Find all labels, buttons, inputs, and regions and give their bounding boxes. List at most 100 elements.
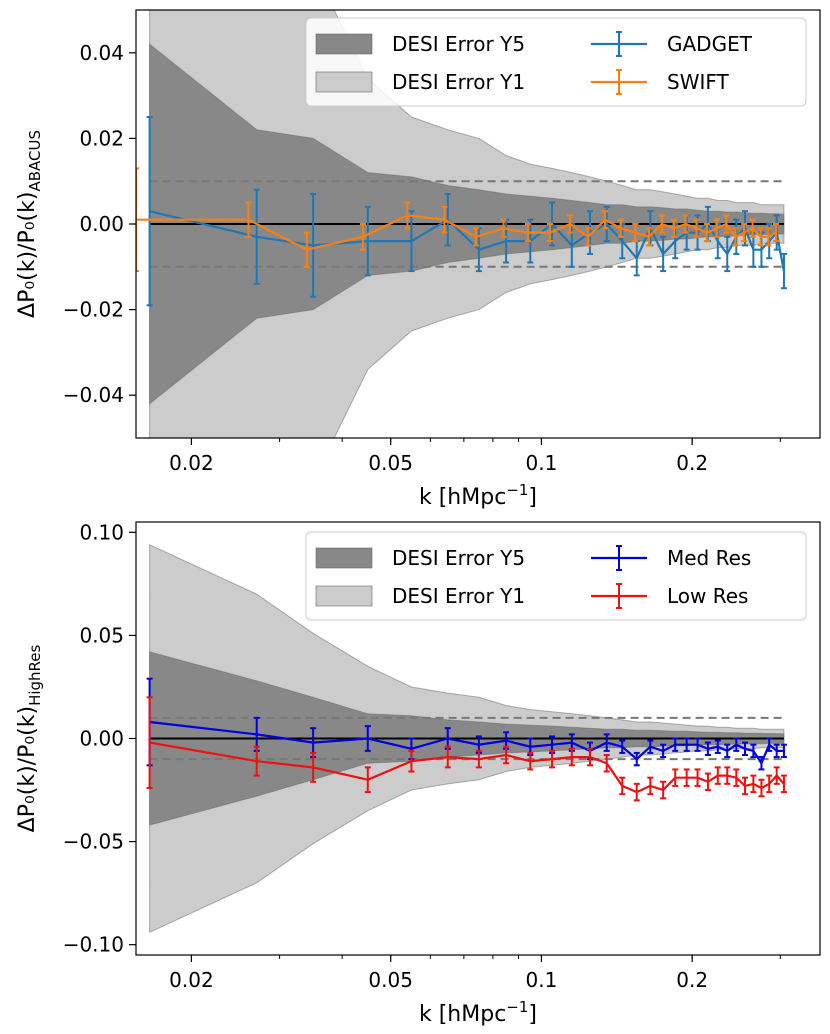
- y-tick-label: −0.10: [63, 933, 124, 957]
- series-line: [149, 741, 785, 794]
- errorbar: [742, 741, 749, 756]
- errorbar: [733, 737, 740, 752]
- x-axis-label-main: k [hMpc: [419, 485, 506, 510]
- y-axis-label: ΔP₀(k)/P₀(k)HighRes: [15, 644, 44, 832]
- errorbar: [765, 227, 772, 247]
- errorbar: [146, 696, 153, 789]
- y-axis-label-main: ΔP₀(k)/P₀(k): [15, 706, 40, 832]
- y-axis-label-sub: HighRes: [26, 644, 44, 705]
- errorbar: [672, 768, 679, 787]
- errorbar: [694, 214, 701, 251]
- errorbar: [694, 737, 701, 752]
- errorbar: [682, 214, 689, 234]
- panel-bottom: 0.02 0.05 0.1 0.2 0.10 0.05 0.00 −0.05 −0.10 k [h…: [15, 520, 821, 1027]
- errorbar: [146, 116, 153, 307]
- errorbar: [404, 201, 411, 230]
- legend-item: DESI Error Y5: [315, 546, 525, 570]
- errorbar: [660, 780, 667, 800]
- errorbar: [660, 743, 667, 759]
- errorbar: [732, 227, 739, 247]
- errorbar: [408, 210, 415, 273]
- errorbar: [603, 205, 610, 243]
- errorbar: [714, 739, 721, 754]
- x-axis-label-close: ]: [528, 485, 537, 510]
- errorbar: [713, 218, 720, 238]
- errorbar: [772, 223, 779, 243]
- x-axis-label: k [hMpc−1]: [419, 481, 537, 510]
- errorbar: [773, 766, 780, 785]
- errorbar: [632, 223, 639, 243]
- x-tick-label: 0.05: [368, 451, 413, 475]
- errorbar: [253, 188, 260, 285]
- x-axis-label-sup: −1: [506, 481, 528, 499]
- errorbar: [780, 743, 787, 759]
- errorbar: [546, 223, 553, 243]
- legend-label: GADGET: [667, 32, 753, 56]
- errorbar: [723, 214, 730, 234]
- errorbar: [724, 766, 731, 785]
- errorbar: [741, 223, 748, 243]
- series-swift: [136, 167, 779, 273]
- y-tick-label: 0.04: [79, 41, 124, 65]
- x-axis-label-sup: −1: [506, 998, 528, 1016]
- errorbar: [619, 739, 626, 754]
- errorbar: [364, 766, 371, 794]
- legend-swatch: [315, 547, 373, 569]
- y-tick-label: −0.04: [63, 383, 124, 407]
- errorbar: [693, 218, 700, 238]
- errorbar: [619, 776, 626, 796]
- errorbar: [603, 753, 610, 773]
- errorbar: [704, 741, 711, 756]
- errorbar: [724, 743, 731, 759]
- errorbar: [359, 223, 366, 251]
- errorbar: [527, 751, 534, 771]
- series-line: [149, 720, 784, 766]
- errorbar: [766, 774, 773, 794]
- legend-label: DESI Error Y1: [392, 70, 525, 94]
- plot-area: [136, 10, 787, 438]
- x-tick-label: 0.1: [526, 968, 558, 992]
- legend: DESI Error Y5 DESI Error Y1 Med Res Low Res: [305, 531, 807, 621]
- errorbar: [136, 167, 139, 273]
- errorbar: [408, 749, 415, 773]
- legend-swatch: [315, 33, 373, 55]
- y-tick-label: 0.10: [79, 520, 124, 544]
- errorbar: [683, 768, 690, 787]
- y-axis-label-main: ΔP₀(k)/P₀(k): [15, 192, 40, 318]
- series-low-res: [146, 696, 787, 802]
- errorbar: [586, 747, 593, 767]
- x-tick-label: 0.05: [368, 968, 413, 992]
- errorbar: [310, 193, 317, 298]
- errorbar: [566, 214, 573, 234]
- x-tick-label: 0.02: [169, 968, 214, 992]
- legend-label: Low Res: [667, 584, 748, 608]
- legend: DESI Error Y5 DESI Error Y1 GADGET SWIFT: [305, 17, 807, 107]
- errorbar: [750, 743, 757, 759]
- y-tick-label: 0.00: [79, 212, 124, 236]
- legend-label: Med Res: [667, 546, 751, 570]
- legend-item: DESI Error Y1: [315, 584, 525, 608]
- errorbar: [364, 205, 371, 277]
- legend-label: DESI Error Y1: [392, 584, 525, 608]
- errorbar: [253, 745, 260, 777]
- legend-label: DESI Error Y5: [392, 546, 525, 570]
- errorbar: [503, 745, 510, 765]
- x-tick-label: 0.1: [526, 451, 558, 475]
- y-tick-label: −0.02: [63, 298, 124, 322]
- errorbar: [647, 739, 654, 754]
- errorbar: [683, 737, 690, 752]
- legend-item: Med Res: [591, 545, 751, 571]
- errorbar: [749, 218, 756, 238]
- errorbar: [633, 751, 640, 767]
- legend-item: Low Res: [591, 583, 748, 609]
- errorbar: [310, 751, 317, 783]
- errorbar: [585, 227, 592, 247]
- errorbar: [524, 223, 531, 243]
- errorbar: [586, 210, 593, 255]
- panel-top: 0.02 0.05 0.1 0.2 0.04 0.02 0.00 −0.02 −0.04 k [h…: [15, 9, 821, 510]
- y-tick-label: 0.05: [79, 623, 124, 647]
- x-axis-label: k [hMpc−1]: [419, 998, 537, 1027]
- x-axis-label-main: k [hMpc: [419, 1002, 506, 1027]
- errorbar: [714, 766, 721, 785]
